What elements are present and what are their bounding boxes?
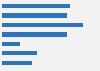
Bar <box>2 4 70 8</box>
Bar <box>2 32 67 37</box>
Bar <box>2 61 32 65</box>
Bar <box>2 13 67 18</box>
Bar <box>2 51 37 55</box>
Bar <box>2 23 83 27</box>
Bar <box>2 42 20 46</box>
